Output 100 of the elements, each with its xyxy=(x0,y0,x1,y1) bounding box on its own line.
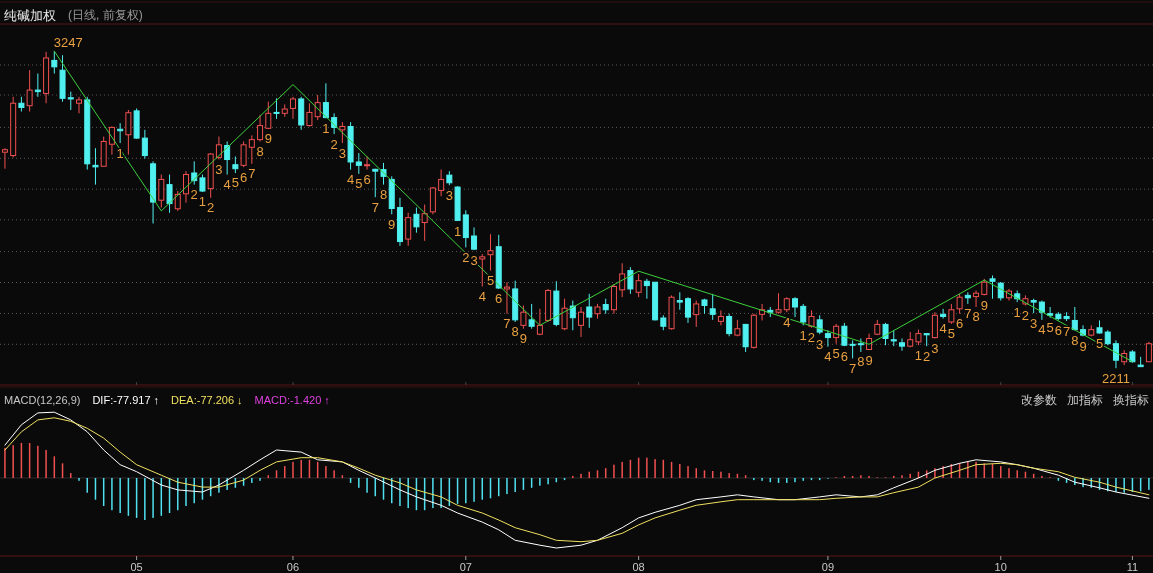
text: DEA:-77.206 ↓ xyxy=(171,394,243,406)
x-tick-label: 11 xyxy=(1126,561,1139,573)
candlestick xyxy=(1,147,8,170)
candlestick xyxy=(462,209,469,248)
text: 1 xyxy=(116,145,124,161)
chart-title: 纯碱加权 xyxy=(4,7,56,23)
candlestick xyxy=(931,311,938,339)
text: 3 xyxy=(1030,315,1038,331)
candlestick xyxy=(479,253,486,287)
candlestick xyxy=(289,96,296,120)
candlestick xyxy=(413,207,420,234)
candlestick xyxy=(174,190,181,212)
candlestick xyxy=(619,262,626,298)
text: 2 xyxy=(190,187,198,203)
x-tick-label: 10 xyxy=(994,561,1007,573)
text: 7 xyxy=(1062,323,1071,339)
text: 3 xyxy=(931,341,939,356)
candlestick xyxy=(125,109,132,156)
candlestick xyxy=(742,323,749,353)
text: DIF:-77.917 ↑ xyxy=(92,394,160,406)
text: 6 xyxy=(1054,322,1062,338)
text: 2 xyxy=(330,136,338,152)
candlestick xyxy=(792,296,798,318)
text: 4 xyxy=(783,314,791,330)
candlestick xyxy=(997,281,1004,302)
text: 9 xyxy=(980,297,988,313)
candlestick xyxy=(956,293,963,315)
text: 8 xyxy=(379,187,388,203)
candlestick xyxy=(635,273,642,298)
candlestick xyxy=(92,147,99,186)
text: 7 xyxy=(371,199,379,215)
text: 2 xyxy=(1021,307,1030,323)
text: 2211 xyxy=(1101,370,1130,386)
candlestick xyxy=(265,101,272,130)
text: 7 xyxy=(964,306,972,322)
candlestick xyxy=(709,293,716,321)
text: 4 xyxy=(939,321,947,337)
candlestick xyxy=(76,96,83,114)
candlestick xyxy=(528,303,535,330)
candlestick xyxy=(51,50,58,75)
candlestick xyxy=(726,313,733,337)
text: 5 xyxy=(486,273,495,289)
text: 7 xyxy=(248,166,256,182)
text: 改参数 xyxy=(1021,393,1057,407)
text: 9 xyxy=(264,131,272,147)
text: 6 xyxy=(840,348,848,364)
text: 8 xyxy=(857,354,865,370)
candlestick xyxy=(429,186,436,215)
candlestick xyxy=(405,212,412,247)
candlestick xyxy=(438,169,445,197)
text: 加指标 xyxy=(1067,393,1103,407)
candlestick xyxy=(158,174,165,209)
candlestick xyxy=(67,91,74,111)
text: 5 xyxy=(231,175,239,191)
candlestick xyxy=(503,281,510,315)
text: 1 xyxy=(914,347,923,363)
chart-title: MACD(12,26,9) xyxy=(4,394,81,406)
candlestick xyxy=(685,296,692,324)
text: 3247 xyxy=(53,34,83,50)
candlestick xyxy=(586,293,593,329)
candlestick xyxy=(824,329,831,348)
candlestick xyxy=(372,168,379,198)
x-tick-label: 08 xyxy=(632,561,645,573)
text: 9 xyxy=(519,331,528,347)
chart-subtitle: (日线, 前复权) xyxy=(68,8,143,22)
text: 6 xyxy=(363,172,371,188)
x-tick-label: 05 xyxy=(130,561,143,573)
text: 1 xyxy=(453,223,462,239)
text: 6 xyxy=(239,169,248,185)
text: 7 xyxy=(848,360,857,376)
candlestick xyxy=(717,309,724,326)
candlestick xyxy=(610,283,617,315)
candlestick xyxy=(800,303,807,326)
candlestick xyxy=(989,274,996,300)
text: 换指标 xyxy=(1113,393,1149,407)
text: 3 xyxy=(816,336,824,352)
candlestick xyxy=(257,114,264,142)
candlestick xyxy=(1047,306,1054,319)
candlestick xyxy=(973,289,980,308)
candlestick xyxy=(627,266,634,295)
candlestick xyxy=(34,73,41,98)
text: 2 xyxy=(923,348,931,364)
text: 7 xyxy=(503,316,511,332)
candlestick xyxy=(940,308,947,320)
text: 4 xyxy=(824,349,832,365)
text: 5 xyxy=(355,176,363,192)
candlestick xyxy=(898,338,905,352)
text: 8 xyxy=(972,309,980,325)
text: 2 xyxy=(207,200,215,216)
candlestick xyxy=(1112,339,1119,369)
text: MACD:-1.420 ↑ xyxy=(254,394,330,406)
candlestick xyxy=(26,69,33,112)
candlestick xyxy=(643,278,650,300)
x-tick-label: 07 xyxy=(459,561,472,573)
x-tick-label: 09 xyxy=(821,561,835,573)
candlestick xyxy=(141,129,148,160)
candlestick xyxy=(421,204,428,242)
candlestick xyxy=(569,300,576,331)
text: 1 xyxy=(1013,304,1021,320)
text: 9 xyxy=(865,352,873,368)
